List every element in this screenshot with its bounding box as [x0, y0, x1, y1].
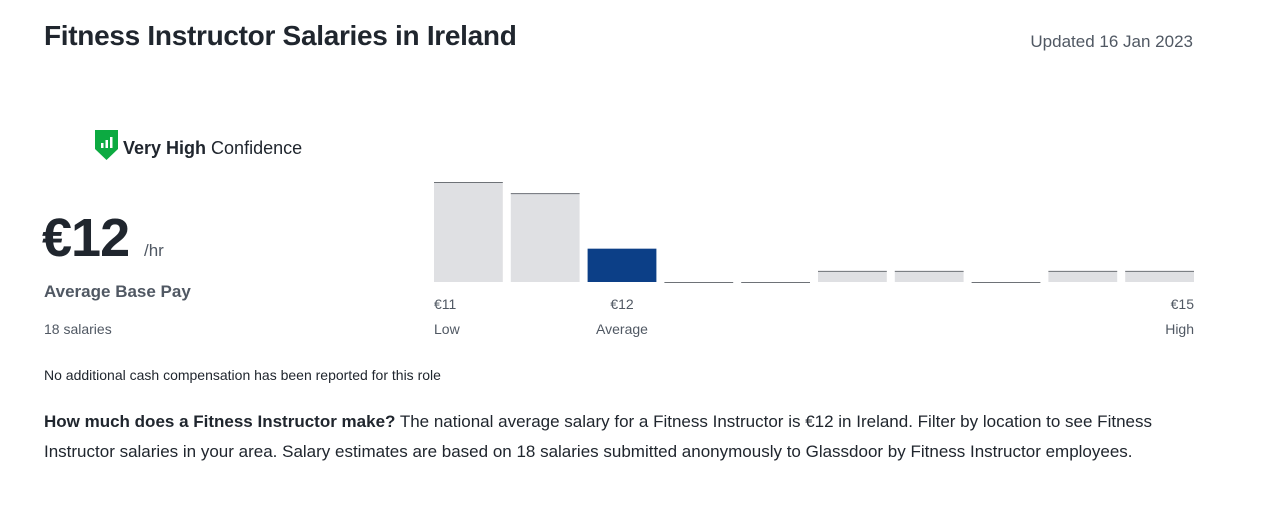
- histogram-bar: [1125, 270, 1194, 282]
- histogram-bar: [894, 270, 964, 282]
- histogram-bar: [818, 270, 887, 282]
- histogram-bar: [434, 182, 503, 282]
- pay-label: Average Base Pay: [44, 282, 191, 301]
- page-title: Fitness Instructor Salaries in Ireland: [44, 20, 517, 51]
- marker-value: €12: [610, 296, 634, 312]
- confidence: Very High Confidence: [123, 138, 302, 159]
- pay-unit: /hr: [144, 241, 164, 260]
- marker-label: High: [1165, 321, 1194, 337]
- salary-count: 18 salaries: [44, 321, 112, 337]
- marker-value: €15: [1171, 296, 1195, 312]
- marker-value: €11: [434, 296, 457, 312]
- description-lead: How much does a Fitness Instructor make?: [44, 412, 396, 431]
- marker-label: Average: [596, 321, 648, 337]
- marker-label: Low: [434, 321, 461, 337]
- confidence-label: Confidence: [211, 138, 303, 158]
- confidence-icon: [95, 130, 118, 160]
- description-text: The national average salary for a Fitnes…: [44, 412, 1152, 461]
- note: No additional cash compensation has been…: [44, 367, 441, 383]
- histogram-bar: [1048, 270, 1118, 282]
- histogram-bar: [510, 193, 580, 282]
- pay-amount: €12: [42, 208, 130, 268]
- description: How much does a Fitness Instructor make?…: [44, 407, 1194, 467]
- histogram-bar: [587, 248, 657, 282]
- confidence-level: Very High: [123, 138, 207, 158]
- updated-date: Updated 16 Jan 2023: [1030, 32, 1193, 51]
- salary-histogram: €11 Low €12 Average €15 High: [434, 182, 1195, 337]
